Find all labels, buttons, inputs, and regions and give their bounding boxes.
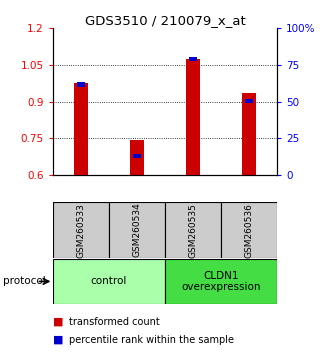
Title: GDS3510 / 210079_x_at: GDS3510 / 210079_x_at [84,14,246,27]
Text: control: control [91,276,127,286]
Bar [133,154,141,159]
FancyBboxPatch shape [53,259,165,303]
Bar [77,82,85,86]
FancyBboxPatch shape [165,259,277,303]
Bar [186,59,200,175]
Bar [189,57,197,61]
Bar [74,83,88,175]
Text: percentile rank within the sample: percentile rank within the sample [69,335,234,345]
Text: GSM260536: GSM260536 [245,202,254,258]
Text: GSM260533: GSM260533 [76,202,85,258]
FancyBboxPatch shape [165,202,221,258]
Text: ■: ■ [53,335,63,345]
FancyBboxPatch shape [221,202,277,258]
FancyBboxPatch shape [109,202,165,258]
Text: GSM260534: GSM260534 [132,203,142,257]
Text: CLDN1
overexpression: CLDN1 overexpression [182,270,261,292]
Text: ■: ■ [53,317,63,327]
Bar [242,93,256,175]
Text: GSM260535: GSM260535 [188,202,198,258]
FancyBboxPatch shape [53,202,109,258]
Bar [245,98,253,103]
Text: transformed count: transformed count [69,317,160,327]
Bar [130,139,144,175]
Text: protocol: protocol [3,276,46,286]
